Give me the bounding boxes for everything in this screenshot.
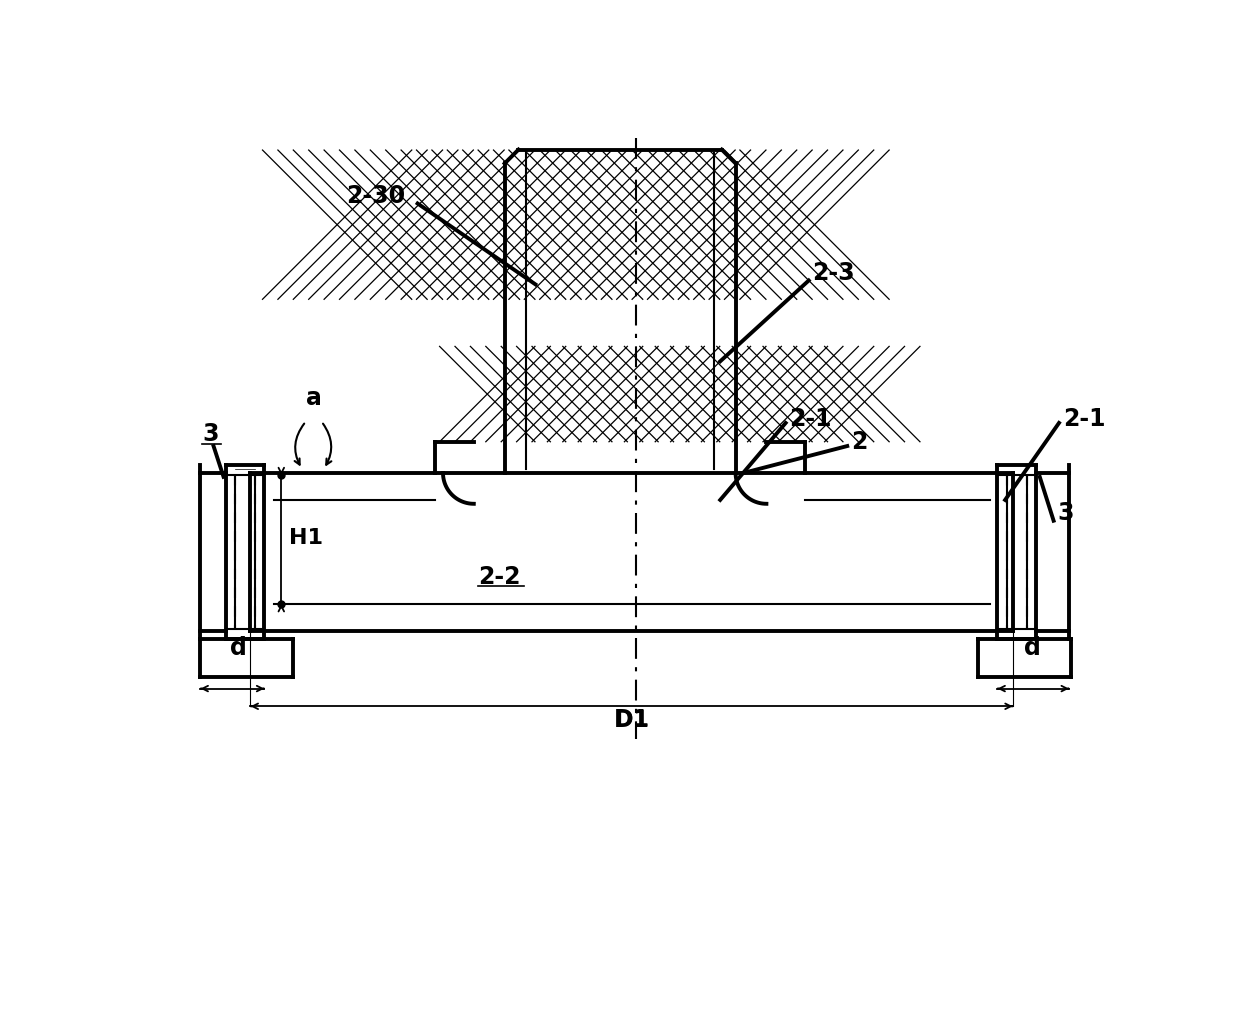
Text: H1: H1 — [289, 528, 322, 549]
Text: 3: 3 — [1058, 501, 1074, 525]
Bar — [635, 345, 735, 443]
Text: a: a — [306, 386, 321, 410]
Text: 2-3: 2-3 — [812, 261, 856, 285]
Bar — [505, 149, 596, 299]
Text: d: d — [229, 636, 247, 660]
Text: 2-1: 2-1 — [790, 407, 832, 431]
Text: D1: D1 — [614, 708, 650, 732]
Text: 2-1: 2-1 — [1063, 407, 1105, 431]
Text: D1: D1 — [615, 710, 649, 730]
Text: 2-30: 2-30 — [346, 184, 404, 207]
Text: d: d — [1023, 636, 1040, 660]
Text: 3: 3 — [202, 422, 218, 447]
Text: 2: 2 — [851, 430, 868, 454]
Text: 2-2: 2-2 — [477, 565, 520, 589]
